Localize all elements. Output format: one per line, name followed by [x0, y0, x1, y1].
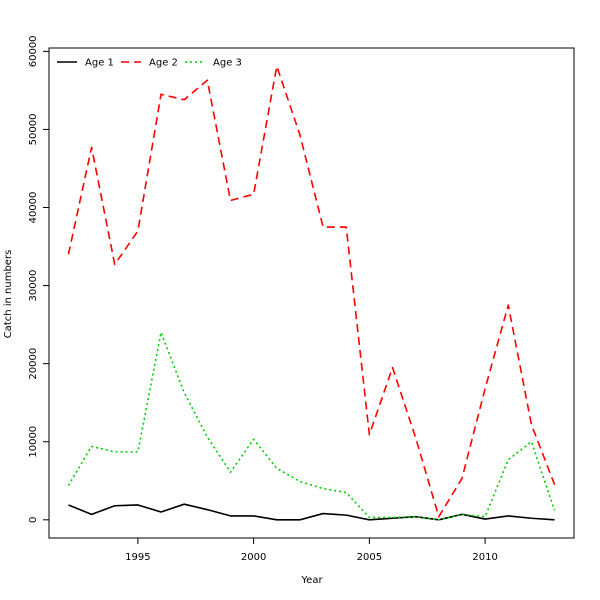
x-tick-label: 2000	[241, 552, 266, 563]
series-line-age-3	[67, 331, 556, 521]
x-tick-label: 2010	[472, 552, 497, 563]
y-axis-title: Catch in numbers	[3, 250, 14, 339]
x-axis-title: Year	[300, 575, 323, 586]
plot-area: 1995 2000 2005 2010 0 10000 20000 30000 40000 500…	[28, 35, 575, 563]
y-tick-label: 10000	[28, 426, 39, 458]
y-tick-label: 30000	[28, 270, 39, 302]
y-tick-label: 60000	[28, 35, 39, 67]
y-tick-label: 20000	[28, 348, 39, 380]
y-tick-label: 50000	[28, 114, 39, 146]
x-tick-label: 2005	[357, 552, 382, 563]
legend-item-age-2: Age 2	[121, 58, 178, 69]
series-line-age-2	[67, 65, 556, 518]
series-line-age-1	[68, 503, 555, 521]
y-tick-label: 0	[28, 517, 39, 523]
y-tick-label: 40000	[28, 192, 39, 224]
legend-label: Age 3	[213, 58, 242, 69]
legend-label: Age 1	[85, 58, 114, 69]
x-tick-label: 1995	[125, 552, 150, 563]
legend-label: Age 2	[149, 58, 178, 69]
legend-item-age-1: Age 1	[57, 58, 114, 69]
plot-frame	[48, 47, 575, 539]
legend-item-age-3: Age 3	[185, 58, 242, 69]
